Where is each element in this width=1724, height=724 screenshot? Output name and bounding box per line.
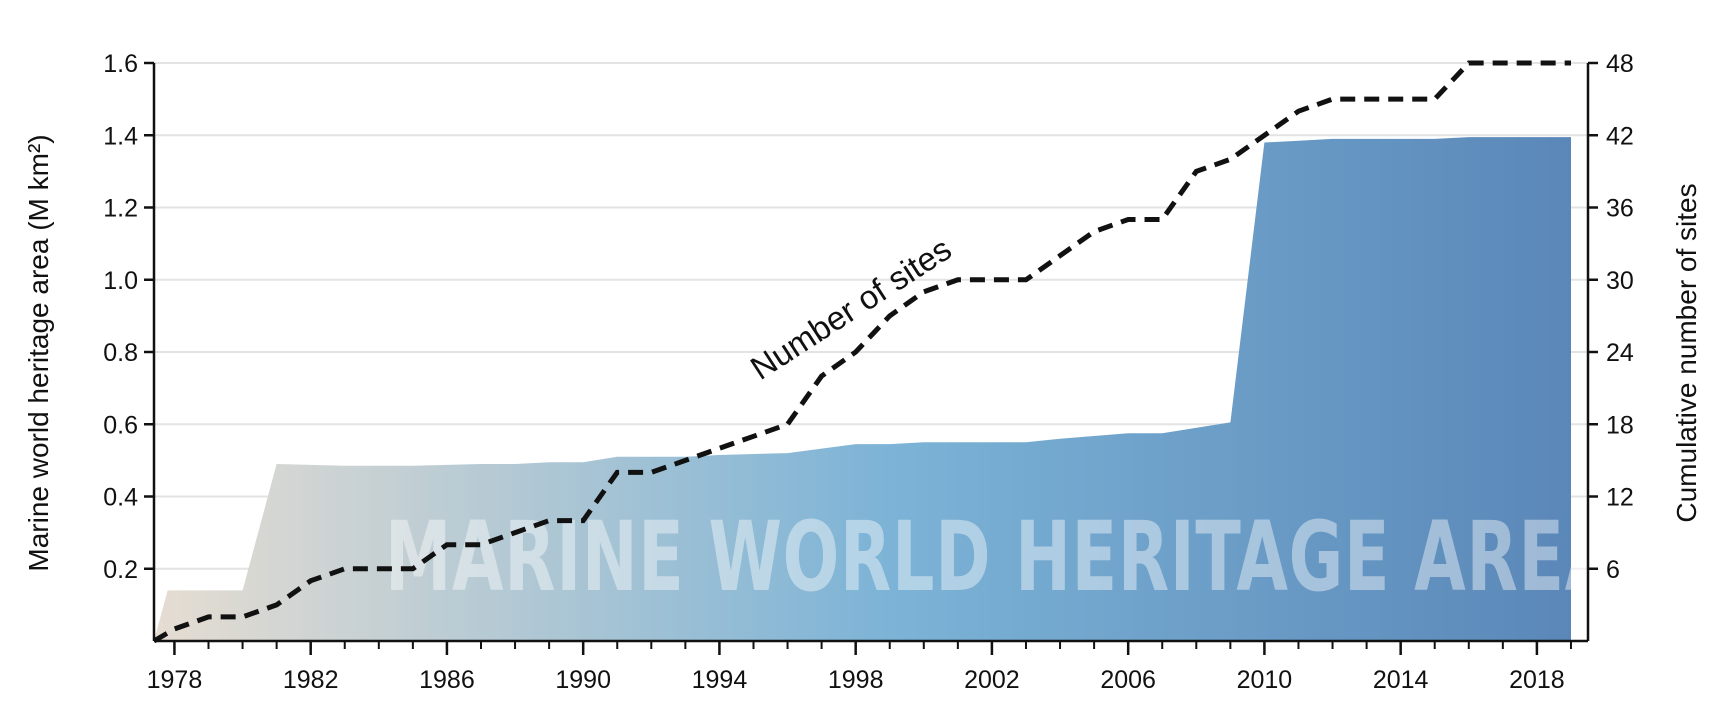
y-axis-left-title: Marine world heritage area (M km²) bbox=[23, 134, 54, 571]
axes: 1978 1982 1986 1990 1994 1998 2002 2006 2010 2014… bbox=[103, 50, 1634, 694]
x-tick-label: 1990 bbox=[555, 666, 611, 694]
y-left-tick-label: 1.2 bbox=[103, 195, 138, 223]
y-left-tick-label: 1.6 bbox=[103, 50, 138, 78]
y-right-tick-label: 6 bbox=[1606, 556, 1620, 584]
y-right-tick-label: 12 bbox=[1606, 484, 1634, 512]
x-tick-label: 1982 bbox=[283, 666, 339, 694]
y-left-tick-label: 1.4 bbox=[103, 122, 138, 150]
x-tick-label: 1994 bbox=[692, 666, 748, 694]
y-left-tick-label: 0.4 bbox=[103, 484, 138, 512]
x-tick-label: 1998 bbox=[828, 666, 884, 694]
y-left-tick-label: 0.2 bbox=[103, 556, 138, 584]
x-tick-label: 2006 bbox=[1100, 666, 1156, 694]
y-right-tick-label: 18 bbox=[1606, 411, 1634, 439]
area-watermark-label: MARINE WORLD HERITAGE AREA bbox=[385, 501, 1617, 613]
heritage-area-series bbox=[154, 137, 1571, 641]
y-right-tick-label: 48 bbox=[1606, 50, 1634, 78]
y-left-tick-label: 1.0 bbox=[103, 267, 138, 295]
number-of-sites-label: Number of sites bbox=[744, 230, 958, 387]
x-tick-label: 2018 bbox=[1509, 666, 1565, 694]
x-tick-label: 1986 bbox=[419, 666, 475, 694]
y-left-tick-label: 0.6 bbox=[103, 411, 138, 439]
number-of-sites-series bbox=[152, 60, 1571, 644]
x-tick-label: 2002 bbox=[964, 666, 1020, 694]
x-tick-label: 2014 bbox=[1373, 666, 1429, 694]
x-tick-label: 1978 bbox=[147, 666, 203, 694]
y-right-tick-label: 30 bbox=[1606, 267, 1634, 295]
y-right-tick-label: 24 bbox=[1606, 339, 1634, 367]
y-axis-right-title: Cumulative number of sites bbox=[1671, 183, 1702, 522]
y-left-tick-label: 0.8 bbox=[103, 339, 138, 367]
x-tick-label: 2010 bbox=[1237, 666, 1293, 694]
y-right-tick-label: 36 bbox=[1606, 195, 1634, 223]
y-right-tick-label: 42 bbox=[1606, 122, 1634, 150]
